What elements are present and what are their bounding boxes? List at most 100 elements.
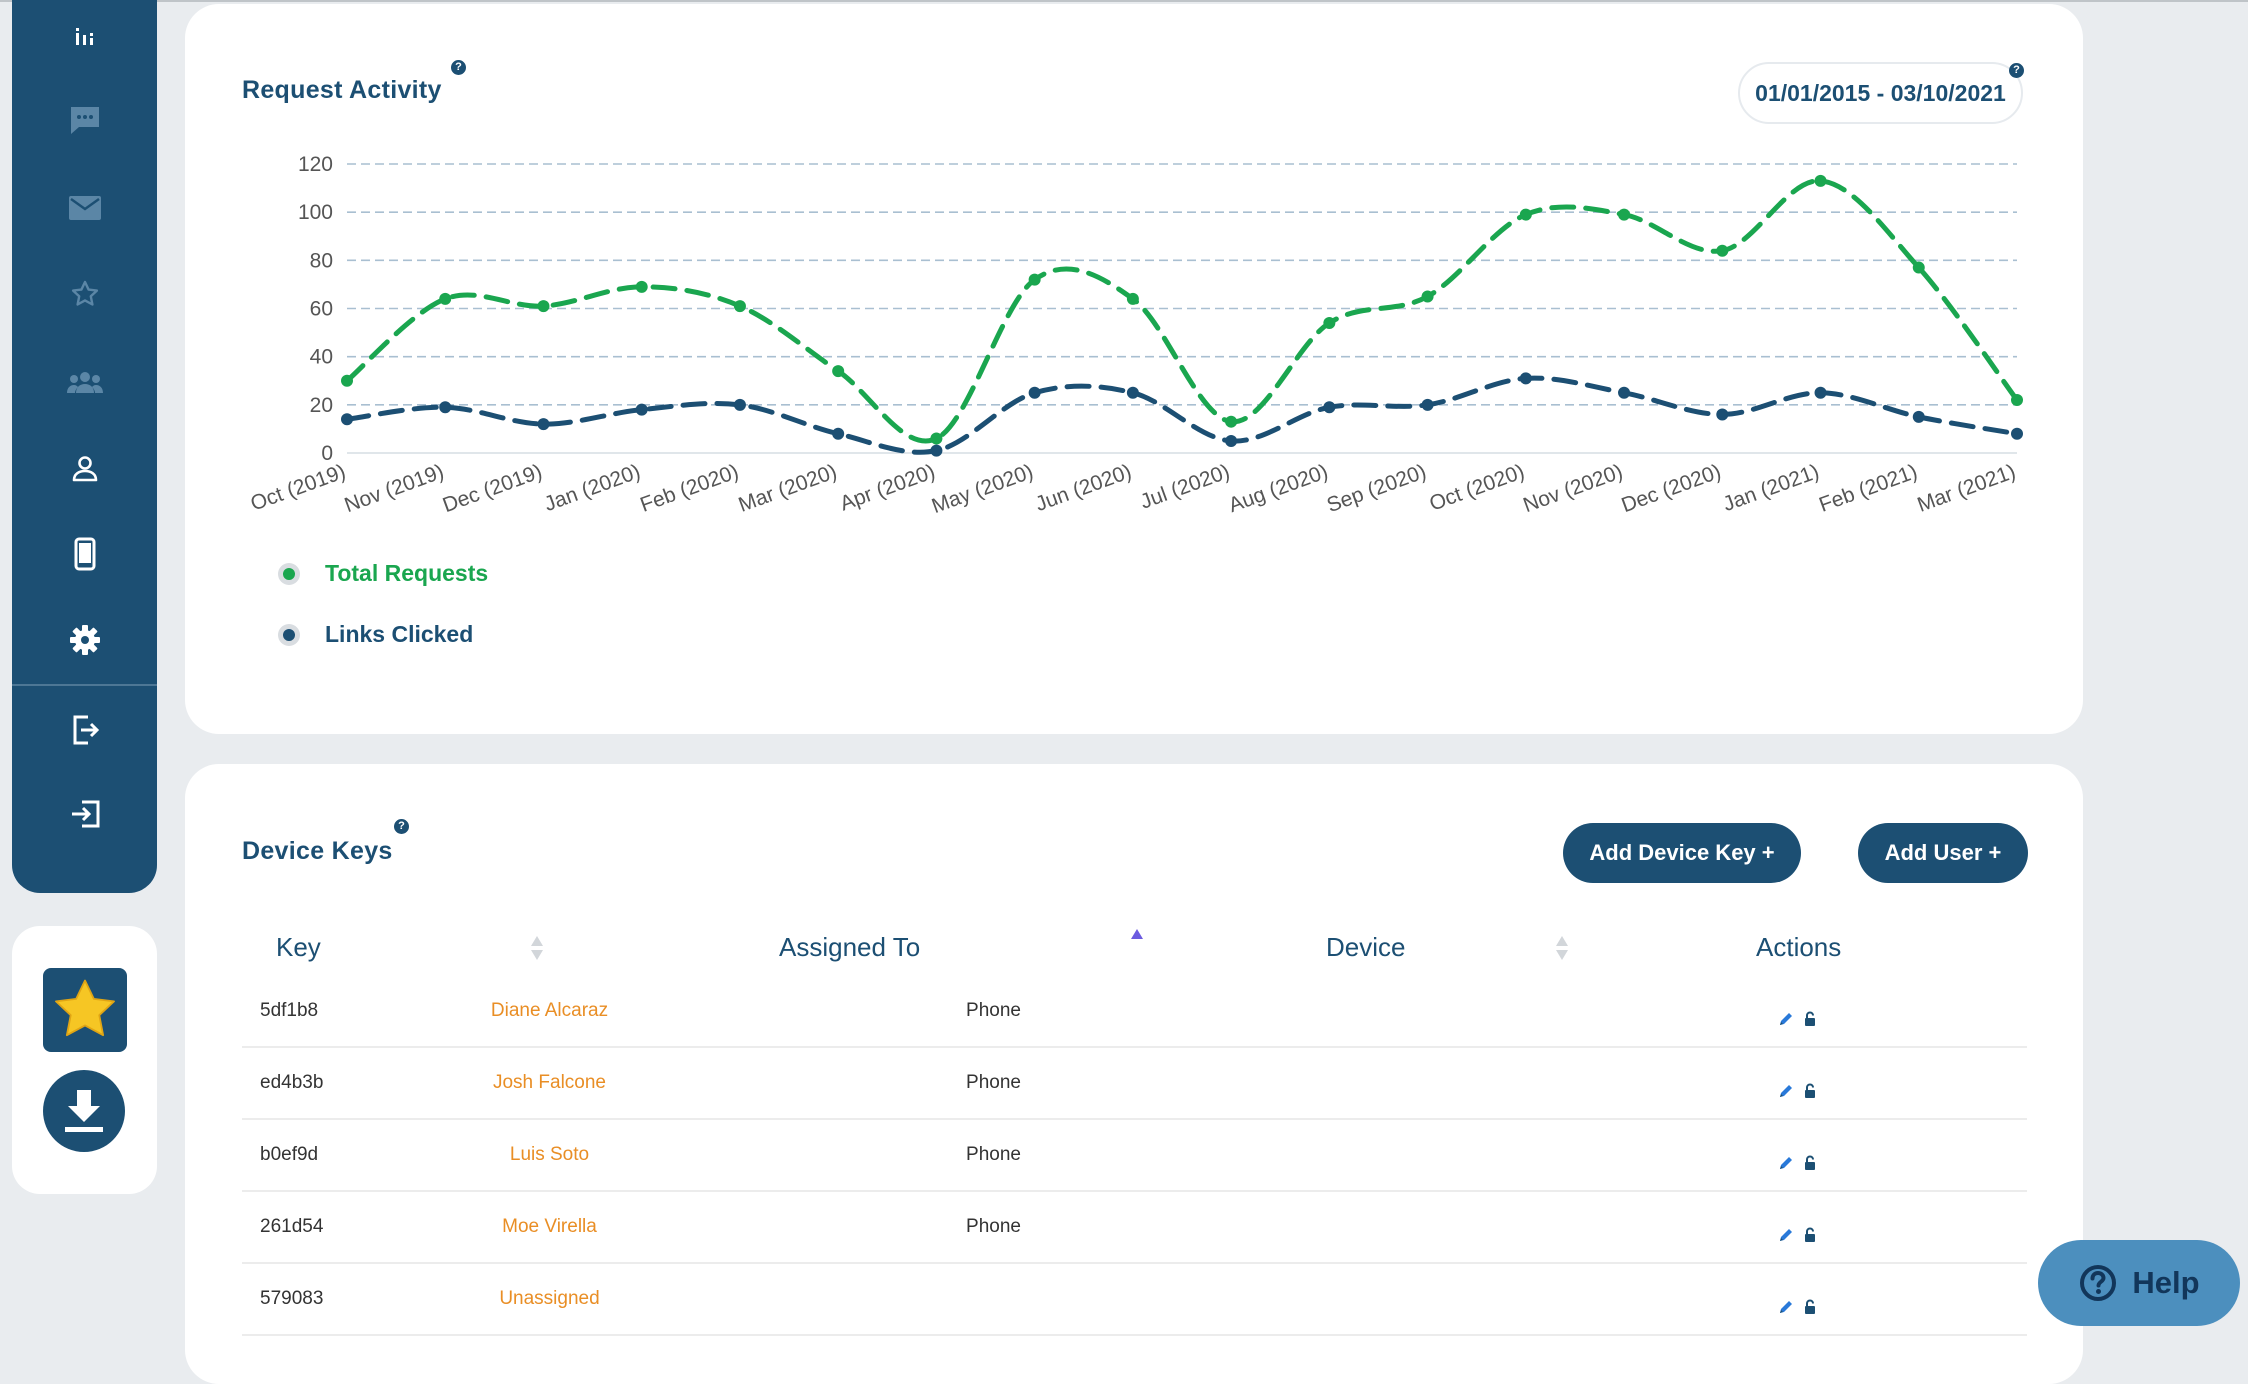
unlock-icon[interactable]	[1802, 1155, 1818, 1171]
x-tick-label: Aug (2020)	[1226, 460, 1332, 517]
request-activity-title: Request Activity	[242, 76, 442, 104]
edit-icon[interactable]	[1778, 1011, 1794, 1027]
nav-devices[interactable]	[12, 524, 157, 584]
device-cell: Phone	[966, 1072, 1021, 1093]
nav-analytics[interactable]	[12, 6, 157, 66]
x-tick-label: Jan (2021)	[1720, 460, 1822, 516]
sort-ascending-icon[interactable]	[1130, 927, 1144, 955]
assigned-to-cell[interactable]: Luis Soto	[509, 1144, 590, 1165]
data-point	[1028, 273, 1041, 286]
x-tick-label: Nov (2020)	[1520, 460, 1625, 517]
data-point	[635, 280, 648, 293]
x-tick-label: Nov (2019)	[341, 460, 446, 517]
series-line-0	[344, 178, 2020, 444]
data-point	[1519, 372, 1532, 385]
add-user-button[interactable]: Add User +	[1858, 823, 2028, 883]
nav-export[interactable]	[12, 700, 157, 760]
row-actions	[1778, 1155, 1818, 1171]
request-activity-card: Request Activity ? 01/01/2015 - 03/10/20…	[185, 4, 2083, 734]
x-tick-label: Feb (2021)	[1816, 460, 1920, 517]
x-tick-label: Apr (2020)	[837, 460, 938, 516]
nav-logout[interactable]	[12, 784, 157, 844]
column-header-device[interactable]: Device	[1326, 932, 1406, 962]
help-label: Help	[2132, 1265, 2200, 1300]
table-row: 261d54 Moe Virella Phone	[242, 1191, 2027, 1264]
device-cell: Phone	[966, 1000, 1021, 1021]
nav-groups[interactable]	[12, 352, 157, 412]
assigned-to-cell[interactable]: Josh Falcone	[492, 1072, 606, 1093]
data-point	[537, 418, 550, 431]
data-point	[1618, 386, 1631, 399]
device-keys-title: Device Keys	[242, 837, 393, 865]
x-tick-label: Sep (2020)	[1324, 460, 1430, 517]
table-row: 579083 Unassigned	[242, 1263, 2027, 1336]
data-point	[733, 300, 746, 313]
data-point	[1814, 386, 1827, 399]
data-point	[832, 365, 845, 378]
unlock-icon[interactable]	[1802, 1011, 1818, 1027]
sort-icon[interactable]	[530, 934, 544, 962]
nav-favorites[interactable]	[12, 264, 157, 324]
date-help-icon[interactable]: ?	[2009, 63, 2024, 78]
edit-icon[interactable]	[1778, 1155, 1794, 1171]
nav-settings[interactable]	[12, 610, 157, 670]
x-tick-label: Mar (2021)	[1914, 460, 2018, 517]
data-point	[930, 432, 943, 445]
nav-mail[interactable]	[12, 178, 157, 238]
x-tick-label: Jun (2020)	[1032, 460, 1134, 516]
sidebar-divider	[12, 684, 157, 686]
row-actions	[1778, 1083, 1818, 1099]
help-button[interactable]: Help	[2038, 1240, 2240, 1326]
data-point	[1912, 261, 1925, 274]
data-point	[537, 300, 550, 313]
data-point	[832, 427, 845, 440]
legend-total-requests[interactable]: Total Requests	[278, 560, 488, 587]
row-actions	[1778, 1011, 1818, 1027]
x-tick-label: Dec (2019)	[440, 460, 545, 517]
y-tick-label: 40	[310, 346, 333, 369]
edit-icon[interactable]	[1778, 1083, 1794, 1099]
column-header-key[interactable]: Key	[276, 932, 321, 962]
y-tick-label: 20	[310, 394, 333, 417]
date-range-picker[interactable]: 01/01/2015 - 03/10/2021	[1738, 62, 2023, 124]
bar-chart-icon	[75, 28, 93, 45]
assigned-to-cell[interactable]: Moe Virella	[502, 1216, 597, 1237]
download-icon	[65, 1090, 103, 1132]
unlock-icon[interactable]	[1802, 1299, 1818, 1315]
unlock-icon[interactable]	[1802, 1083, 1818, 1099]
data-point	[1126, 386, 1139, 399]
help-icon[interactable]: ?	[394, 819, 409, 834]
chat-icon	[70, 107, 99, 134]
group-icon	[66, 372, 103, 393]
assigned-to-cell[interactable]: Diane Alcaraz	[490, 1000, 609, 1021]
legend-label: Links Clicked	[325, 621, 474, 647]
assigned-to-cell[interactable]: Unassigned	[499, 1288, 600, 1309]
mail-icon	[68, 196, 101, 220]
edit-icon[interactable]	[1778, 1227, 1794, 1243]
series-line-1	[344, 375, 2020, 455]
x-tick-label: Jul (2020)	[1137, 460, 1233, 514]
x-tick-label: Mar (2020)	[736, 460, 840, 517]
favorite-button[interactable]	[43, 968, 127, 1052]
nav-user[interactable]	[12, 438, 157, 498]
help-icon[interactable]: ?	[451, 60, 466, 75]
data-point	[2011, 394, 2023, 407]
question-circle-icon	[2080, 1265, 2117, 1301]
column-header-assigned-to[interactable]: Assigned To	[779, 932, 921, 962]
data-point	[1716, 244, 1729, 257]
y-tick-label: 60	[310, 298, 333, 321]
user-icon	[72, 456, 97, 482]
legend-label: Total Requests	[325, 560, 489, 586]
edit-icon[interactable]	[1778, 1299, 1794, 1315]
unlock-icon[interactable]	[1802, 1227, 1818, 1243]
add-device-key-button[interactable]: Add Device Key +	[1563, 823, 1801, 883]
data-point	[1618, 208, 1631, 221]
data-point	[439, 292, 452, 305]
nav-messages[interactable]	[12, 90, 157, 150]
legend-links-clicked[interactable]: Links Clicked	[278, 621, 473, 648]
y-tick-label: 100	[298, 201, 333, 224]
data-point	[1126, 292, 1139, 305]
sort-icon[interactable]	[1555, 934, 1569, 962]
download-button[interactable]	[43, 1070, 125, 1152]
